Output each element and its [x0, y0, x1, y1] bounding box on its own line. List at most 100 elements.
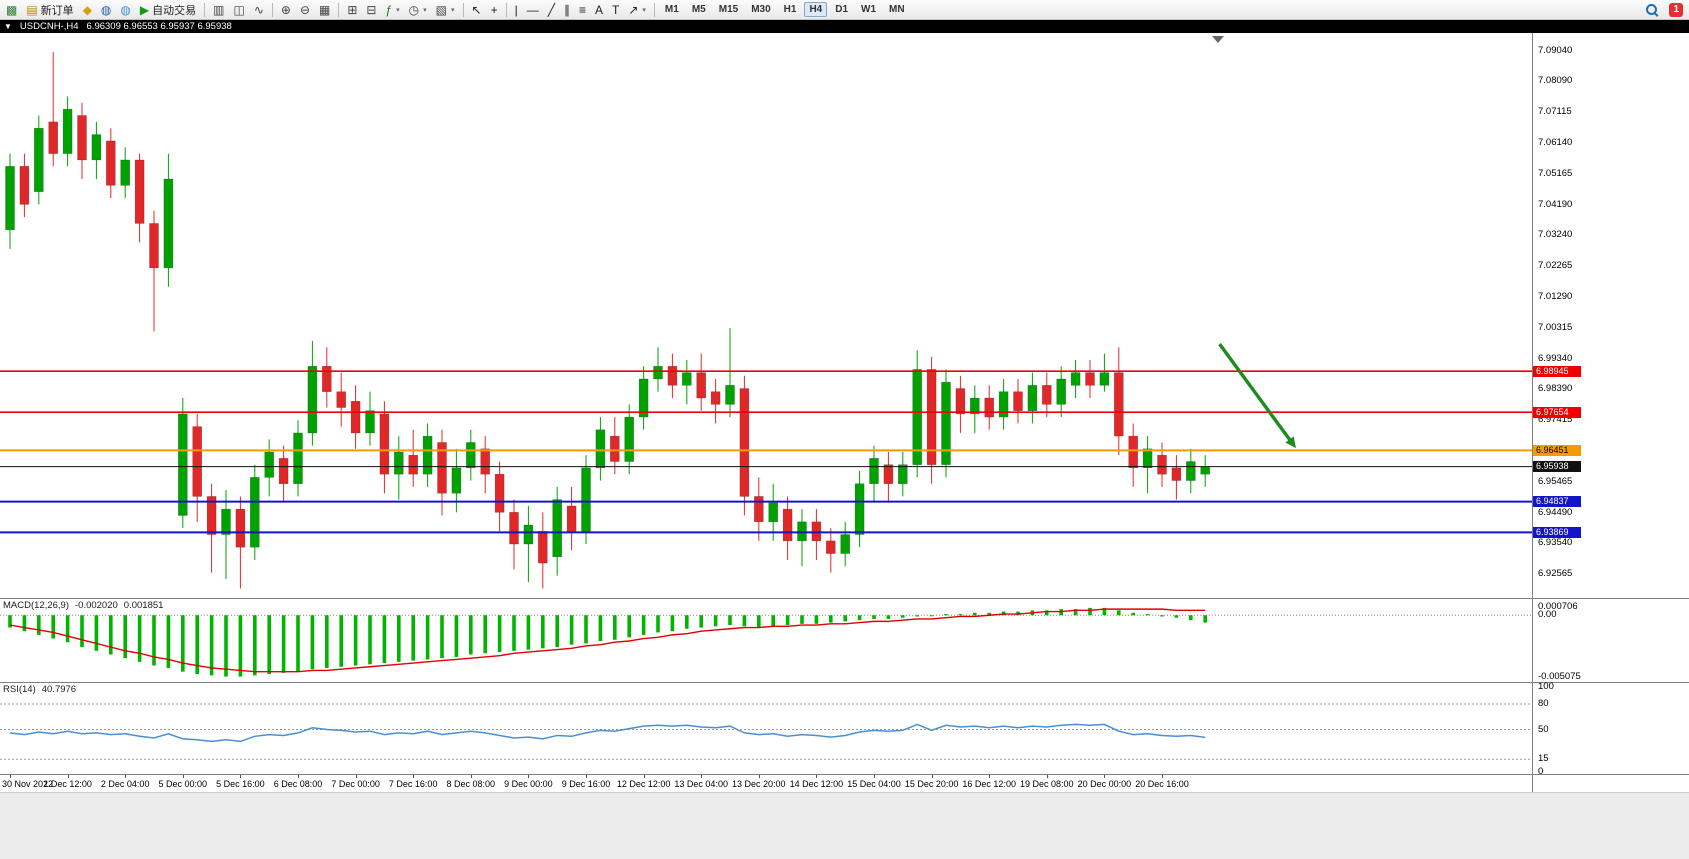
zoom-out-button[interactable]: ⊖: [296, 1, 314, 18]
timeframe-w1[interactable]: W1: [861, 4, 877, 15]
market-watch-icon: ◍: [100, 2, 112, 17]
candlestick-chart-canvas[interactable]: [0, 33, 1532, 598]
notification-badge[interactable]: 1: [1669, 2, 1683, 17]
channel-button[interactable]: ∥: [560, 1, 574, 18]
macd-histogram-bar: [166, 615, 171, 668]
macd-histogram-bar: [541, 615, 545, 649]
macd-histogram-bar: [368, 615, 372, 665]
cascade-windows-button[interactable]: ⊟: [362, 1, 380, 18]
trendline-button[interactable]: ╱: [544, 1, 559, 18]
time-axis[interactable]: 30 Nov 2022 1 Dec 12:00 2 Dec 04:00 5 Dec 0…: [0, 774, 1689, 792]
timeframe-d1[interactable]: D1: [835, 4, 849, 15]
macd-chart-canvas: [0, 607, 1532, 677]
templates-icon: ▧: [435, 2, 448, 17]
macd-histogram-bar: [901, 615, 905, 618]
macd-axis-label: 0.00: [1538, 609, 1557, 621]
timeframe-h4[interactable]: H4: [804, 2, 828, 17]
timeframe-mn[interactable]: MN: [889, 4, 905, 15]
bar-chart-button[interactable]: ▥: [209, 1, 228, 18]
market-watch-button[interactable]: ◍: [97, 1, 115, 18]
rsi-indicator-panel[interactable]: RSI(14) 40.7976 100 80 50 15 0: [0, 682, 1689, 777]
timeframe-m1[interactable]: M1: [664, 4, 679, 15]
candle: [322, 366, 332, 392]
candle: [34, 127, 44, 192]
macd-histogram-bar: [627, 615, 631, 638]
macd-indicator-panel[interactable]: MACD(12,26,9) -0.002020 0.001851 0.00070…: [0, 598, 1689, 682]
collapse-chart-icon[interactable]: ▼: [4, 22, 12, 31]
horizontal-line-button[interactable]: —: [523, 1, 543, 18]
indicators-button[interactable]: ƒ ▾: [381, 1, 403, 18]
timeframe-m5[interactable]: M5: [691, 4, 706, 15]
macd-histogram-bar: [728, 615, 732, 626]
candle: [91, 134, 102, 161]
time-axis-label: 14 Dec 12:00: [789, 779, 844, 789]
macd-histogram-bar: [80, 615, 84, 648]
label-button[interactable]: T: [608, 1, 623, 18]
chart-quotes: 6.96309 6.96553 6.95937 6.95938: [86, 21, 232, 32]
vertical-line-button[interactable]: |: [511, 1, 522, 18]
macd-histogram-bar: [598, 615, 603, 641]
price-axis-label: 7.08090: [1538, 74, 1573, 86]
toolbar-separator: [505, 2, 507, 17]
price-line-badge: 6.96451: [1533, 444, 1581, 456]
search-button[interactable]: [1642, 1, 1662, 18]
rsi-line: [9, 723, 1206, 743]
trend-arrow-annotation[interactable]: [1218, 343, 1294, 444]
zoom-in-button[interactable]: ⊕: [277, 1, 295, 18]
price-line-badge: 6.95938: [1533, 461, 1581, 473]
periods-button[interactable]: ◷ ▾: [405, 1, 431, 18]
autotrading-button-label: 自动交易: [152, 4, 197, 17]
macd-histogram-bar: [1145, 614, 1150, 616]
price-axis-label: 7.02265: [1538, 259, 1573, 271]
candlestick-chart-button[interactable]: ◫: [229, 1, 248, 18]
time-axis-label: 5 Dec 16:00: [216, 779, 265, 789]
candle: [379, 413, 390, 475]
text-button[interactable]: A: [591, 1, 607, 18]
candle: [538, 531, 548, 564]
price-axis-label: 6.97415: [1538, 413, 1573, 425]
candle: [1042, 385, 1052, 405]
time-axis-label: 8 Dec 08:00: [446, 779, 496, 789]
time-axis-label: 12 Dec 12:00: [616, 779, 671, 789]
new-order-button[interactable]: ▤ 新订单: [22, 1, 77, 18]
timeframe-m15[interactable]: M15: [718, 4, 739, 15]
time-axis-label: 9 Dec 00:00: [504, 779, 553, 789]
candle: [394, 451, 404, 475]
price-chart-panel[interactable]: 7.09040 7.08090 7.07115 7.06140 7.05165 7.041…: [0, 33, 1689, 598]
autotrading-button[interactable]: ▶ 自动交易: [136, 1, 200, 18]
new-chart-button[interactable]: ▩: [2, 1, 21, 18]
time-axis-tick: [931, 775, 933, 778]
candle: [5, 166, 15, 231]
macd-histogram-bar: [123, 615, 127, 659]
line-chart-button[interactable]: ∿: [250, 1, 268, 18]
fibonacci-button[interactable]: ≡: [575, 1, 590, 18]
timeframe-h1[interactable]: H1: [783, 4, 797, 15]
cursor-button[interactable]: ↖: [468, 1, 486, 18]
macd-histogram-bar: [987, 612, 991, 616]
macd-axis: 0.000706 0.00 -0.005075: [1532, 599, 1689, 682]
crosshair-button[interactable]: +: [487, 1, 502, 18]
candle: [955, 388, 966, 415]
macd-histogram-bar: [296, 615, 300, 672]
candle: [725, 385, 735, 405]
timeframe-m30[interactable]: M30: [751, 4, 771, 15]
arrange-windows-button[interactable]: ⊞: [343, 1, 361, 18]
macd-histogram-bar: [1189, 615, 1193, 621]
chart-shift-marker-icon[interactable]: [1212, 36, 1224, 43]
time-axis-tick: [874, 775, 875, 778]
macd-histogram-bar: [397, 615, 401, 662]
candle: [350, 400, 361, 434]
candle: [754, 496, 764, 523]
toolbar-separator: [338, 2, 340, 17]
arrows-button[interactable]: ↗ ▾: [624, 1, 650, 18]
candle: [1200, 466, 1210, 475]
candle: [62, 108, 73, 154]
tile-windows-button[interactable]: ▦: [315, 1, 334, 18]
templates-button[interactable]: ▧ ▾: [432, 1, 459, 18]
alerts-button[interactable]: ◆: [79, 1, 96, 18]
candlestick-chart-icon: ◫: [233, 2, 245, 17]
time-axis-label: 1 Dec 12:00: [43, 779, 92, 789]
macd-histogram-bar: [454, 615, 459, 657]
macd-histogram-bar: [411, 615, 415, 661]
navigator-button[interactable]: ◍: [116, 1, 134, 18]
